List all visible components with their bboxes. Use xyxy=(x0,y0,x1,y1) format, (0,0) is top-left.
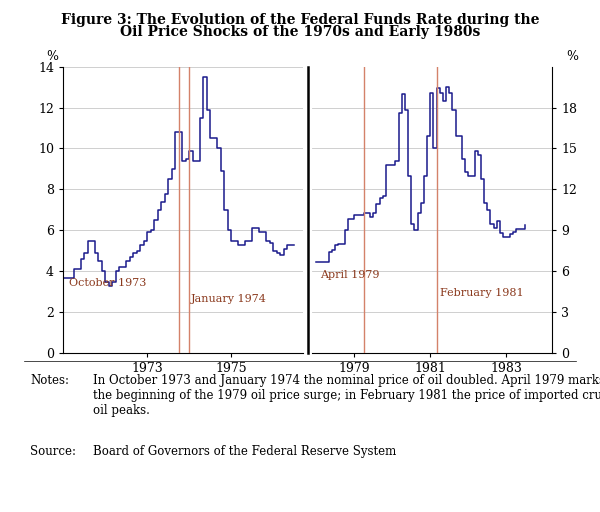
Text: April 1979: April 1979 xyxy=(320,270,379,280)
Text: Figure 3: The Evolution of the Federal Funds Rate during the: Figure 3: The Evolution of the Federal F… xyxy=(61,13,539,27)
Text: Board of Governors of the Federal Reserve System: Board of Governors of the Federal Reserv… xyxy=(93,445,396,458)
Text: Notes:: Notes: xyxy=(30,374,69,387)
Text: %: % xyxy=(46,50,58,63)
Text: In October 1973 and January 1974 the nominal price of oil doubled. April 1979 ma: In October 1973 and January 1974 the nom… xyxy=(93,374,600,417)
Text: %: % xyxy=(566,50,578,63)
Text: February 1981: February 1981 xyxy=(440,288,523,298)
Text: Oil Price Shocks of the 1970s and Early 1980s: Oil Price Shocks of the 1970s and Early … xyxy=(120,25,480,38)
Text: January 1974: January 1974 xyxy=(191,294,267,304)
Text: October 1973: October 1973 xyxy=(70,278,146,288)
Text: Source:: Source: xyxy=(30,445,76,458)
